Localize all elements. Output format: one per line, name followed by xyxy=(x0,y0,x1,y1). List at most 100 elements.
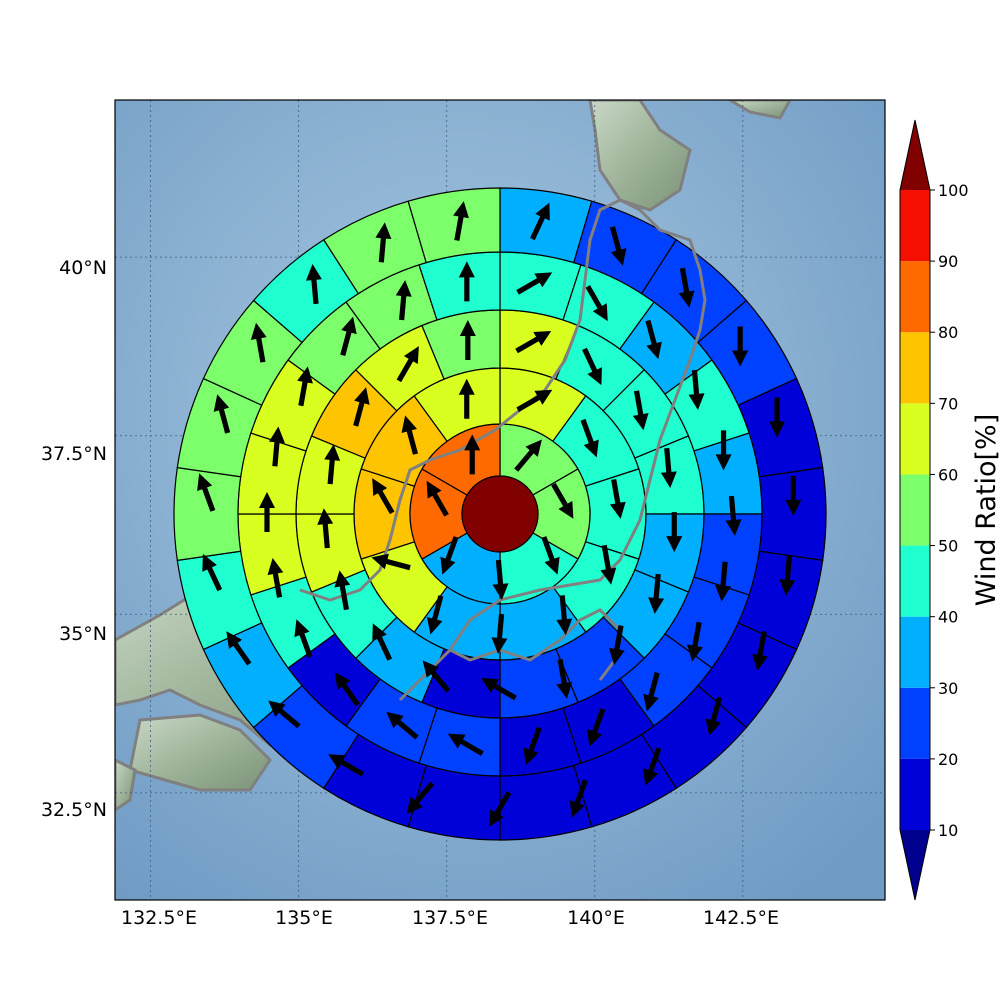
wind-arrow xyxy=(386,711,419,740)
lon-tick-label: 140°E xyxy=(567,907,625,929)
colorbar-over-triangle xyxy=(900,120,930,190)
rose-sector xyxy=(407,187,501,264)
wind-arrow xyxy=(678,267,695,308)
wind-arrow xyxy=(688,369,705,410)
lon-tick-label: 132.5°E xyxy=(121,907,197,929)
colorbar-tick-label: 90 xyxy=(938,252,958,271)
lat-tick-label: 32.5°N xyxy=(41,799,107,821)
wind-arrow xyxy=(197,473,216,512)
wind-arrow xyxy=(372,623,393,661)
wind-arrow xyxy=(375,222,392,263)
wind-arrow xyxy=(523,726,542,766)
wind-arrow xyxy=(608,625,625,665)
colorbar-segment xyxy=(900,545,930,617)
wind-rose xyxy=(173,187,827,841)
wind-arrow xyxy=(732,326,749,367)
colorbar-tick-label: 60 xyxy=(938,465,958,484)
longitude-axis: 132.5°E 135°E 137.5°E 140°E 142.5°E xyxy=(121,907,779,929)
wind-arrow xyxy=(226,631,252,666)
wind-arrow xyxy=(453,201,469,241)
map-area xyxy=(115,100,885,900)
wind-arrow xyxy=(259,492,275,532)
wind-arrow xyxy=(587,708,606,747)
land-shikoku xyxy=(128,713,272,792)
wind-arrow xyxy=(480,678,517,701)
wind-arrow xyxy=(396,346,419,383)
lon-tick-label: 135°E xyxy=(275,907,333,929)
wind-arrow xyxy=(514,439,542,472)
wind-arrow xyxy=(582,347,602,386)
lat-tick-label: 40°N xyxy=(59,257,107,279)
wind-arrow xyxy=(752,631,768,671)
wind-arrow xyxy=(666,512,683,553)
wind-arrow xyxy=(541,536,560,575)
wind-arrow xyxy=(569,779,588,818)
wind-arrow xyxy=(426,595,444,635)
lat-tick-label: 37.5°N xyxy=(41,443,107,465)
wind-arrow xyxy=(715,430,732,471)
colorbar-segment xyxy=(900,332,930,404)
wind-arrow xyxy=(268,700,301,729)
wind-arrow xyxy=(687,621,703,662)
wind-arrow xyxy=(705,696,723,736)
wind-arrow xyxy=(725,495,742,536)
colorbar-segment xyxy=(900,616,930,688)
wind-arrow xyxy=(447,733,484,756)
wind-arrow xyxy=(556,595,573,636)
wind-arrow xyxy=(643,672,660,712)
colorbar-tick-label: 30 xyxy=(938,679,958,698)
wind-arrow xyxy=(371,553,411,571)
wind-arrow xyxy=(334,570,351,611)
wind-arrow xyxy=(632,390,649,431)
wind-arrow xyxy=(769,397,786,438)
colorbar-segment xyxy=(900,403,930,475)
coastline-honshu xyxy=(299,198,707,702)
land-kyushu xyxy=(115,758,137,812)
wind-arrow xyxy=(458,261,475,302)
colorbar-tick-label: 70 xyxy=(938,394,958,413)
wind-arrow xyxy=(715,561,732,602)
wind-arrow xyxy=(585,285,608,322)
wind-arrow xyxy=(213,394,231,434)
wind-arrow xyxy=(779,555,796,596)
land-hokkaido-east xyxy=(727,100,792,120)
wind-arrow xyxy=(305,264,322,305)
wind-arrow xyxy=(297,366,313,407)
wind-arrow xyxy=(645,319,662,360)
lon-tick-label: 142.5°E xyxy=(703,907,779,929)
wind-arrow xyxy=(643,747,662,786)
wind-arrow xyxy=(556,659,573,699)
colorbar-tick-label: 20 xyxy=(938,750,958,769)
colorbar-segment xyxy=(900,190,930,262)
colorbar-tick-label: 50 xyxy=(938,537,958,556)
wind-arrow xyxy=(422,660,451,693)
wind-arrow xyxy=(609,479,626,519)
wind-arrow xyxy=(294,619,313,658)
colorbar: 10 20 30 40 50 60 70 80 90 100 xyxy=(899,119,969,901)
wind-arrow xyxy=(267,557,284,598)
wind-arrow xyxy=(328,754,365,777)
wind-arrow xyxy=(609,226,627,266)
wind-arrow xyxy=(516,272,553,295)
wind-arrow xyxy=(395,280,412,321)
lon-tick-label: 137.5°E xyxy=(412,907,488,929)
wind-arrow xyxy=(458,378,475,419)
wind-arrow xyxy=(459,319,476,360)
wind-arrow xyxy=(489,791,512,828)
wind-arrow xyxy=(426,480,449,517)
wind-arrows xyxy=(197,201,802,828)
colorbar-tick-label: 100 xyxy=(938,181,969,200)
wind-arrow xyxy=(372,478,395,515)
wind-arrow xyxy=(464,434,481,475)
wind-arrow xyxy=(353,387,370,427)
wind-arrow xyxy=(600,544,617,585)
colorbar-segment xyxy=(900,261,930,333)
latitude-axis: 40°N 37.5°N 35°N 32.5°N xyxy=(41,257,107,821)
wind-arrow xyxy=(324,444,341,485)
wind-arrow xyxy=(530,202,550,241)
wind-arrow xyxy=(515,330,552,354)
wind-arrow xyxy=(660,447,677,489)
colorbar-segment xyxy=(900,474,930,546)
